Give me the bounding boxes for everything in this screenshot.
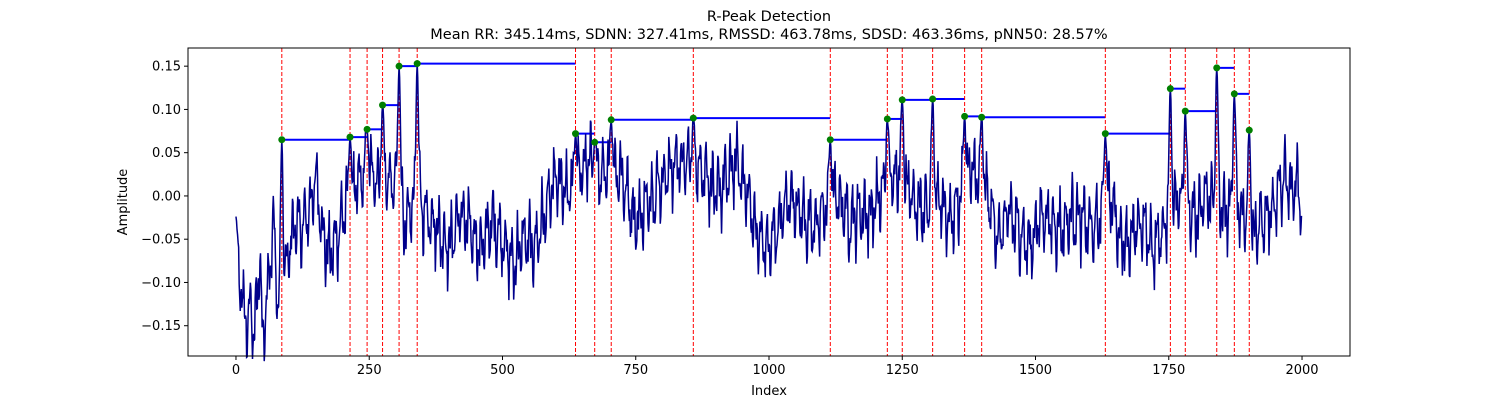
x-tick-label: 0 [232, 363, 240, 378]
r-peak-point [898, 96, 906, 104]
r-peak-markers-lines [281, 48, 1250, 356]
r-peak-point [607, 116, 615, 124]
y-tick-label: 0.05 [152, 146, 181, 161]
r-peak-point [929, 95, 937, 103]
x-tick-label: 1750 [1152, 363, 1185, 378]
y-tick-label: 0.15 [152, 60, 181, 75]
r-peak-point [826, 136, 834, 144]
r-peak-point [572, 130, 580, 138]
y-tick-label: −0.05 [141, 233, 181, 248]
r-peak-point [363, 125, 371, 133]
r-peak-point [961, 112, 969, 120]
signal-line [235, 63, 1303, 362]
r-peak-point [395, 62, 403, 70]
r-peak-point [1166, 85, 1174, 93]
r-peak-point [278, 136, 286, 144]
plot-background [188, 48, 1350, 356]
x-axis-label: Index [751, 384, 787, 399]
y-axis-label: Amplitude [116, 169, 131, 236]
x-tick-label: 2000 [1285, 363, 1318, 378]
y-axis: −0.15 −0.10 −0.05 0.00 0.05 0.10 0.15 [141, 60, 188, 334]
r-peak-point [1181, 107, 1189, 115]
r-peak-point [1101, 130, 1109, 138]
y-tick-label: 0.00 [152, 189, 181, 204]
r-peak-point [591, 138, 599, 146]
r-peak-point [346, 133, 354, 141]
x-axis: 0 250 500 750 1000 1250 1500 1750 2000 [232, 356, 1319, 378]
signal-series [235, 63, 1303, 362]
r-peak-points [278, 60, 1253, 146]
y-tick-label: 0.10 [152, 103, 181, 118]
x-tick-label: 1250 [886, 363, 919, 378]
r-peak-point [883, 115, 891, 123]
x-tick-label: 1500 [1019, 363, 1052, 378]
r-peak-point [379, 101, 387, 109]
r-peak-point [1245, 126, 1253, 134]
y-tick-label: −0.15 [141, 319, 181, 334]
x-tick-label: 1000 [752, 363, 785, 378]
r-peak-point [689, 114, 697, 122]
r-peak-point [413, 60, 421, 68]
plot-area [187, 47, 1351, 362]
y-tick-label: −0.10 [141, 276, 181, 291]
chart-subtitle: Mean RR: 345.14ms, SDNN: 327.41ms, RMSSD… [430, 27, 1107, 43]
r-peak-point [978, 113, 986, 121]
x-tick-label: 500 [490, 363, 515, 378]
x-tick-label: 250 [357, 363, 382, 378]
r-peak-point [1213, 64, 1221, 72]
r-peak-point [1230, 90, 1238, 98]
chart-title: R-Peak Detection [707, 9, 831, 25]
x-tick-label: 750 [623, 363, 648, 378]
